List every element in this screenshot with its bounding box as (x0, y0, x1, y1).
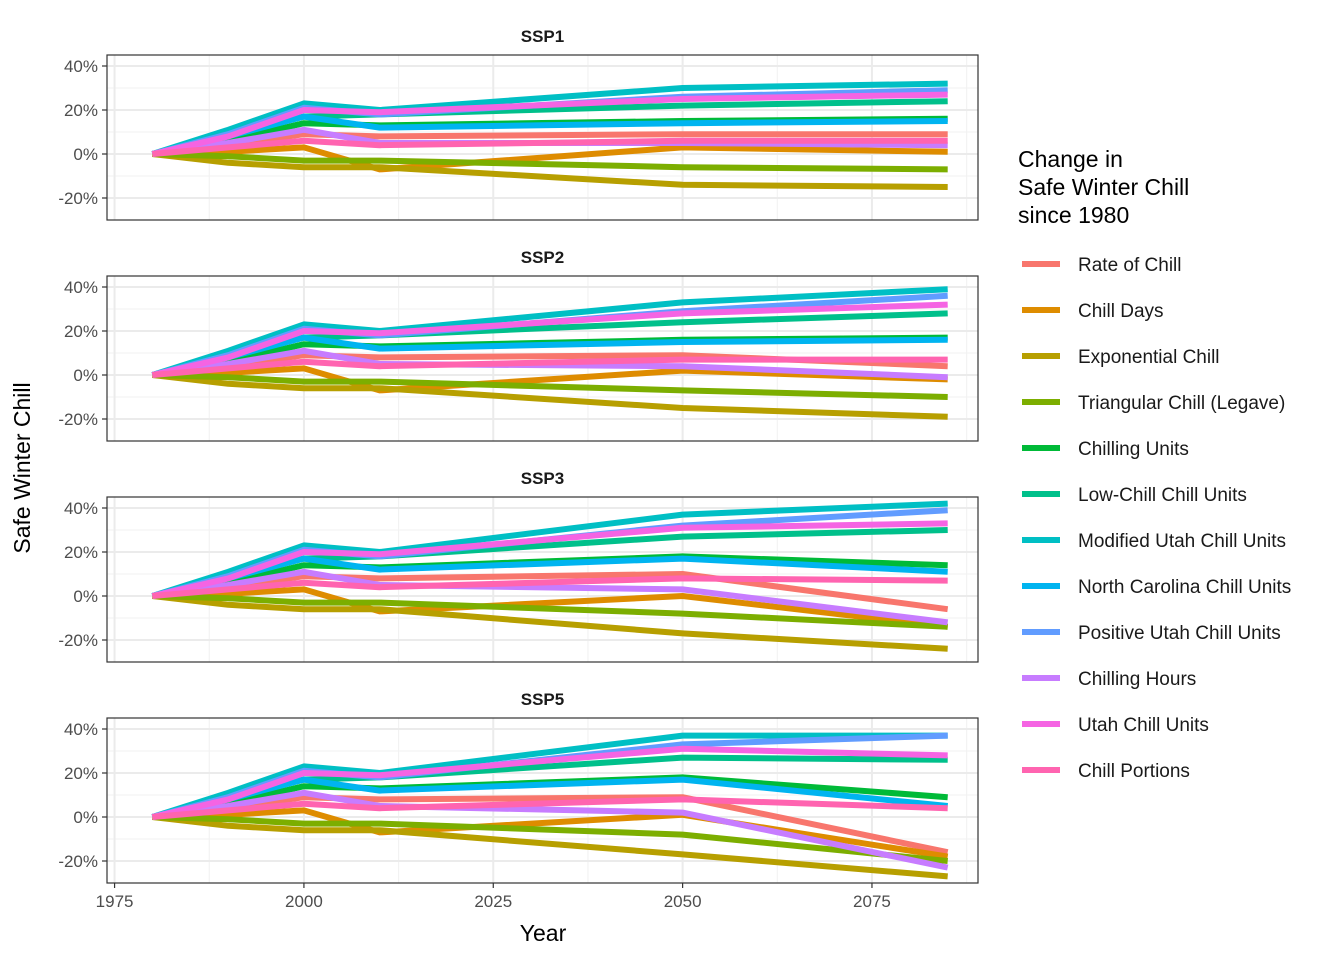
y-tick-label: 20% (64, 101, 98, 120)
panel-border (106, 54, 979, 221)
y-tick-label: 40% (64, 278, 98, 297)
legend-label: Rate of Chill (1078, 255, 1182, 276)
series-line-modified-utah-chill-units (151, 80, 948, 157)
series-line-exponential-chill (152, 151, 948, 190)
y-tick-label: -20% (58, 852, 98, 871)
series-line-utah-chill-units (151, 91, 948, 157)
x-tick-label: 2025 (474, 892, 512, 911)
panel-ssp5: SSP5 -20% 0% 20% 40% 1975 2000 2025 2050 2075 (58, 690, 979, 911)
series-line-triangular-chill-legave (152, 593, 948, 630)
series-line-chill-portions (152, 575, 948, 599)
series-line-modified-utah-chill-units (151, 732, 948, 820)
legend-item: Positive Utah Chill Units (1022, 623, 1281, 644)
legend-item: Triangular Chill (Legave) (1022, 393, 1285, 414)
panel-border (106, 717, 979, 884)
series-line-chill-portions (152, 356, 948, 378)
legend: Change in Safe Winter Chill since 1980 R… (1018, 146, 1291, 782)
panel-title: SSP2 (521, 248, 564, 267)
legend-item: Modified Utah Chill Units (1022, 531, 1286, 552)
x-tick-label: 2050 (664, 892, 702, 911)
panel-border (106, 275, 979, 442)
series-line-exponential-chill (152, 593, 948, 652)
y-tick-label: 0% (73, 145, 98, 164)
legend-label: Chill Days (1078, 301, 1164, 322)
series-line-exponential-chill (152, 814, 948, 880)
series-line-utah-chill-units (151, 520, 948, 599)
legend-label: North Carolina Chill Units (1078, 577, 1291, 598)
legend-item: Exponential Chill (1022, 347, 1220, 368)
y-tick-label: -20% (58, 189, 98, 208)
panel-ssp1: SSP1 -20% 0% 20% 40% (58, 27, 979, 221)
y-tick-label: 0% (73, 366, 98, 385)
legend-item: Low-Chill Chill Units (1022, 485, 1247, 506)
x-axis-title: Year (520, 920, 567, 946)
panel-title: SSP5 (521, 690, 564, 709)
legend-label: Exponential Chill (1078, 347, 1220, 368)
series-line-modified-utah-chill-units (151, 286, 948, 378)
series-line-exponential-chill (152, 372, 948, 420)
legend-item: Utah Chill Units (1022, 715, 1209, 736)
y-tick-label: -20% (58, 631, 98, 650)
panel-ssp2: SSP2 -20% 0% 20% 40% (58, 248, 979, 442)
y-axis-title: Safe Winter Chill (9, 382, 35, 553)
legend-title: Change in Safe Winter Chill since 1980 (1018, 146, 1196, 228)
legend-label: Chilling Hours (1078, 669, 1196, 690)
series-line-chilling-hours (151, 789, 949, 871)
legend-label: Utah Chill Units (1078, 715, 1209, 736)
series-line-chill-portions (152, 137, 948, 157)
y-tick-label: 20% (64, 543, 98, 562)
legend-title-line-1: Change in (1018, 146, 1123, 172)
legend-title-line-3: since 1980 (1018, 202, 1129, 228)
y-tick-label: 40% (64, 720, 98, 739)
panel-border (106, 496, 979, 663)
legend-item: North Carolina Chill Units (1022, 577, 1291, 598)
legend-item: Chilling Hours (1022, 669, 1196, 690)
series-line-triangular-chill-legave (152, 151, 948, 173)
x-tick-label: 2075 (853, 892, 891, 911)
series-line-chill-portions (152, 796, 948, 820)
legend-label: Low-Chill Chill Units (1078, 485, 1247, 506)
legend-label: Modified Utah Chill Units (1078, 531, 1286, 552)
legend-label: Chilling Units (1078, 439, 1189, 460)
y-tick-label: -20% (58, 410, 98, 429)
y-tick-label: 20% (64, 764, 98, 783)
legend-item: Chilling Units (1022, 439, 1189, 460)
y-tick-label: 40% (64, 499, 98, 518)
panel-title: SSP1 (521, 27, 564, 46)
panel-title: SSP3 (521, 469, 564, 488)
x-tick-label: 2000 (285, 892, 323, 911)
y-tick-label: 20% (64, 322, 98, 341)
series-line-modified-utah-chill-units (151, 500, 948, 599)
legend-label: Positive Utah Chill Units (1078, 623, 1281, 644)
legend-title-line-2: Safe Winter Chill (1018, 174, 1189, 200)
legend-label: Chill Portions (1078, 761, 1190, 782)
series-line-utah-chill-units (151, 745, 948, 820)
legend-item: Chill Portions (1022, 761, 1190, 782)
panel-ssp3: SSP3 -20% 0% 20% 40% (58, 469, 979, 663)
series-line-triangular-chill-legave (152, 814, 948, 864)
legend-items: Rate of Chill Chill Days Exponential Chill… (1022, 255, 1291, 782)
series-line-chilling-hours (151, 568, 949, 626)
y-tick-label: 0% (73, 808, 98, 827)
x-tick-label: 1975 (96, 892, 134, 911)
y-tick-label: 40% (64, 57, 98, 76)
legend-item: Chill Days (1022, 301, 1164, 322)
series-line-triangular-chill-legave (152, 372, 948, 400)
y-tick-label: 0% (73, 587, 98, 606)
series-line-utah-chill-units (151, 301, 948, 378)
legend-item: Rate of Chill (1022, 255, 1182, 276)
chart-panels: SSP1 -20% 0% 20% 40% SSP2 -20% 0% 20% 40% SSP3 -20%… (58, 27, 979, 911)
legend-label: Triangular Chill (Legave) (1078, 393, 1285, 414)
series-line-chilling-hours (151, 347, 948, 381)
